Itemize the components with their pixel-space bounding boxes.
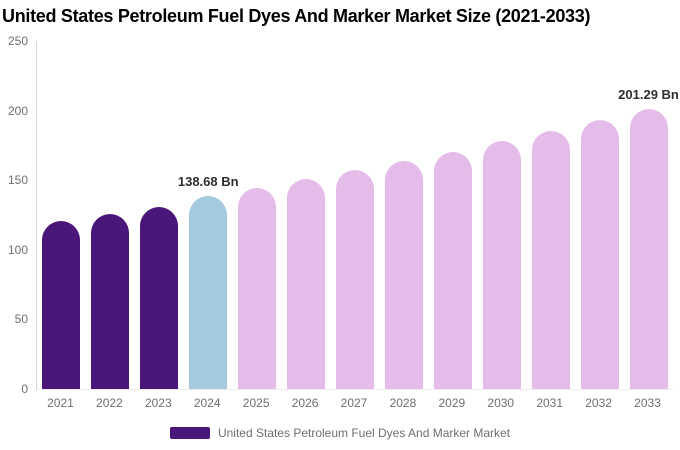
bar-column-2024: 138.68 Bn: [178, 41, 239, 389]
legend-item[interactable]: United States Petroleum Fuel Dyes And Ma…: [0, 426, 680, 440]
value-label-2024: 138.68 Bn: [177, 173, 239, 189]
bar-2028: [384, 161, 423, 389]
value-label-2033: 201.29 Bn: [618, 86, 679, 102]
bar-column-2022: [86, 41, 135, 389]
y-tick-0: 0: [21, 382, 28, 396]
y-tick-100: 100: [7, 242, 28, 257]
x-label-2024: 2024: [193, 396, 221, 410]
bar-column-2023: [135, 41, 184, 389]
x-label-2029: 2029: [438, 396, 466, 410]
bar-2026: [287, 179, 326, 389]
bar-2030: [482, 141, 521, 389]
x-axis: 2021 2022 2023 2024 2025 2026 2027 2028 2029 2030…: [36, 396, 672, 410]
bar-2021: [42, 221, 81, 389]
chart-title: United States Petroleum Fuel Dyes And Ma…: [2, 6, 591, 26]
x-label-2027: 2027: [340, 396, 368, 410]
bar-column-2029: [428, 41, 477, 389]
bar-column-2030: [477, 41, 526, 389]
x-label-2030: 2030: [487, 396, 515, 410]
y-tick-250: 250: [7, 34, 28, 48]
bar-2029: [433, 151, 472, 389]
x-label-2026: 2026: [291, 396, 319, 410]
bar-2025: [238, 187, 277, 389]
bar-column-2033: 201.29 Bn: [618, 41, 679, 389]
bar-2024: [189, 195, 228, 389]
bar-series: 138.68 Bn 201.29 Bn: [37, 41, 679, 389]
bar-column-2025: [233, 41, 282, 389]
y-tick-50: 50: [14, 312, 28, 327]
bar-2023: [140, 206, 179, 389]
bar-column-2021: [37, 41, 86, 389]
x-label-2025: 2025: [242, 396, 270, 410]
plot-area: 0 50 100 150 200 250 138.68 Bn 201.29 Bn: [8, 34, 679, 396]
legend-label: United States Petroleum Fuel Dyes And Ma…: [217, 426, 511, 440]
x-label-2031: 2031: [536, 396, 564, 410]
bar-column-2031: [526, 41, 575, 389]
x-label-2021: 2021: [47, 396, 74, 410]
bar-column-2028: [379, 41, 428, 389]
x-label-2032: 2032: [585, 396, 612, 410]
x-label-2022: 2022: [96, 396, 123, 410]
bar-2031: [531, 131, 570, 389]
bar-2022: [91, 214, 130, 389]
x-label-2023: 2023: [144, 396, 172, 410]
x-label-2033: 2033: [634, 396, 661, 410]
x-label-2028: 2028: [389, 396, 417, 410]
y-tick-150: 150: [7, 173, 28, 188]
bar-column-2027: [331, 41, 380, 389]
legend-swatch: [169, 427, 210, 439]
bar-2027: [335, 170, 374, 389]
y-tick-200: 200: [7, 103, 28, 118]
bar-2033: [629, 108, 668, 389]
bar-2032: [580, 120, 619, 389]
bar-column-2026: [282, 41, 331, 389]
bar-column-2032: [575, 41, 624, 389]
